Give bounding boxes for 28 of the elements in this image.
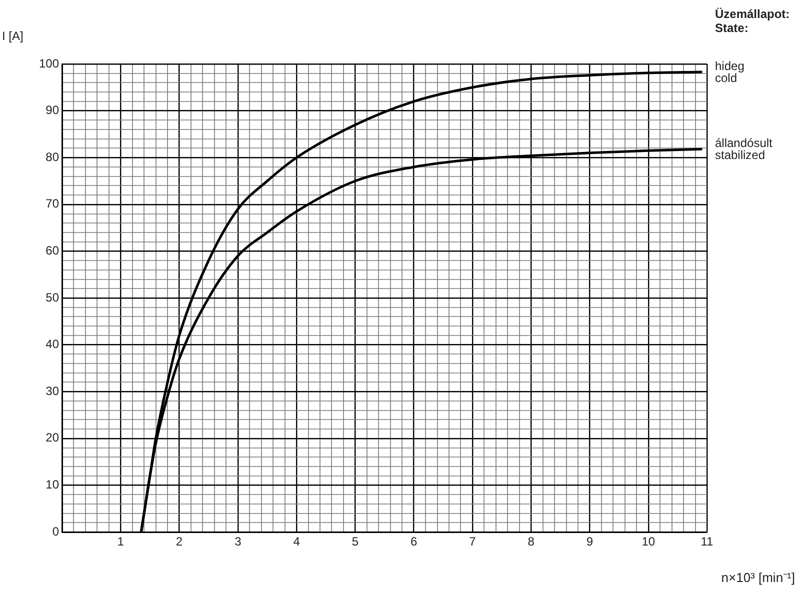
text: Üzemállapot: (715, 7, 790, 21)
y-tick-label: 50 (46, 290, 60, 304)
y-tick-label: 40 (46, 337, 60, 352)
y-tick-label: 90 (46, 103, 60, 118)
y-tick-label: 70 (46, 196, 60, 211)
y-tick-label: 30 (46, 384, 60, 398)
x-tick-label: 2 (176, 534, 183, 549)
x-tick-label: 9 (586, 534, 594, 549)
x-tick-label: 11 (700, 534, 714, 549)
y-axis-title: I [A] (2, 29, 24, 43)
y-tick-label: 80 (46, 150, 60, 164)
text: State: (715, 21, 748, 35)
x-tick-label: 8 (528, 534, 535, 549)
x-tick-label: 7 (469, 534, 476, 549)
y-tick-label: 20 (46, 430, 60, 445)
x-tick-label: 10 (642, 534, 656, 549)
x-tick-label: 4 (293, 534, 300, 549)
y-tick-label: 10 (46, 478, 60, 492)
y-tick-label: 100 (38, 56, 60, 70)
x-tick-label: 3 (234, 534, 242, 549)
series-label: hideg cold (715, 58, 744, 85)
x-tick-label: 6 (410, 534, 418, 549)
x-tick-label: 1 (117, 534, 124, 549)
y-tick-label: 0 (52, 524, 60, 538)
y-tick-label: 60 (46, 244, 60, 258)
x-axis-title: n×10³ [min⁻¹] (721, 570, 795, 585)
x-tick-label: 5 (352, 534, 359, 549)
series-label: állandósult stabilized (715, 136, 774, 162)
